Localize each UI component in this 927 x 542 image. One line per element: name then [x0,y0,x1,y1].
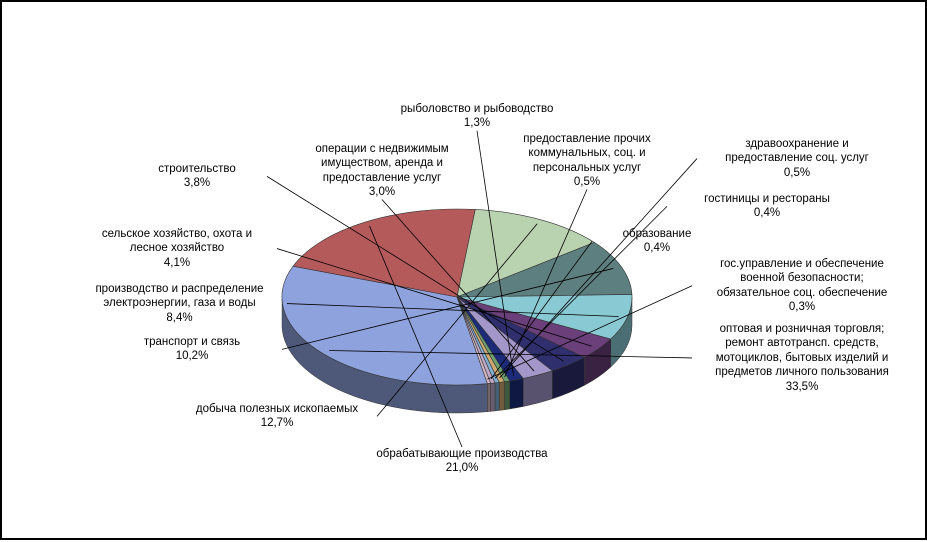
pie-label: гос.управление и обеспечение военной без… [692,257,912,315]
pie-side [499,382,504,411]
pie-label: обрабатывающие производства21,0% [352,447,572,476]
pie-label: рыболовство и рыбоводство1,3% [377,102,577,131]
pie-label-text: предоставление прочих коммунальных, соц.… [502,132,672,175]
pie-label-text: операции с недвижимым имуществом, аренда… [282,142,482,185]
pie-label-value: 3,8% [127,176,267,190]
pie-label-text: здравоохранение и предоставление соц. ус… [697,137,897,166]
pie-label-text: производство и распределение электроэнер… [72,282,287,311]
pie-label-text: рыболовство и рыбоводство [377,102,577,116]
pie-label: оптовая и розничная торговля; ремонт авт… [692,322,912,394]
pie-label-text: обрабатывающие производства [352,447,572,461]
pie-label-text: транспорт и связь [102,335,282,349]
pie-label-value: 8,4% [72,311,287,325]
pie-label-value: 0,4% [667,206,867,220]
pie-side [491,383,495,411]
pie-label-value: 0,4% [592,241,722,255]
pie-label-text: образование [592,227,722,241]
pie-label-text: сельское хозяйство, охота и лесное хозяй… [77,227,277,256]
pie-side [487,383,490,411]
chart-frame: оптовая и розничная торговля; ремонт авт… [0,0,927,540]
pie-label-text: гостиницы и рестораны [667,192,867,206]
pie-label: добыча полезных ископаемых12,7% [177,402,377,431]
pie-label: производство и распределение электроэнер… [72,282,287,325]
pie-label-value: 0,3% [692,300,912,314]
pie-label-value: 0,5% [697,166,897,180]
pie-label-value: 4,1% [77,256,277,270]
pie-label-text: строительство [127,162,267,176]
pie-label: образование0,4% [592,227,722,256]
pie-label: предоставление прочих коммунальных, соц.… [502,132,672,190]
pie-label: транспорт и связь10,2% [102,335,282,364]
pie-side [510,378,523,408]
pie-label-value: 1,3% [377,116,577,130]
pie-side [505,381,510,410]
pie-label-text: оптовая и розничная торговля; ремонт авт… [692,322,912,380]
pie-label-text: гос.управление и обеспечение военной без… [692,257,912,300]
pie-label-value: 12,7% [177,416,377,430]
pie-label-value: 3,0% [282,185,482,199]
pie-label: гостиницы и рестораны0,4% [667,192,867,221]
pie-label-value: 0,5% [502,175,672,189]
pie-label-value: 33,5% [692,380,912,394]
pie-label-value: 21,0% [352,461,572,475]
pie-label: сельское хозяйство, охота и лесное хозяй… [77,227,277,270]
pie-label-text: добыча полезных ископаемых [177,402,377,416]
pie-label: операции с недвижимым имуществом, аренда… [282,142,482,200]
pie-label: строительство3,8% [127,162,267,191]
pie-label: здравоохранение и предоставление соц. ус… [697,137,897,180]
pie-label-value: 10,2% [102,349,282,363]
pie-side [495,382,499,411]
